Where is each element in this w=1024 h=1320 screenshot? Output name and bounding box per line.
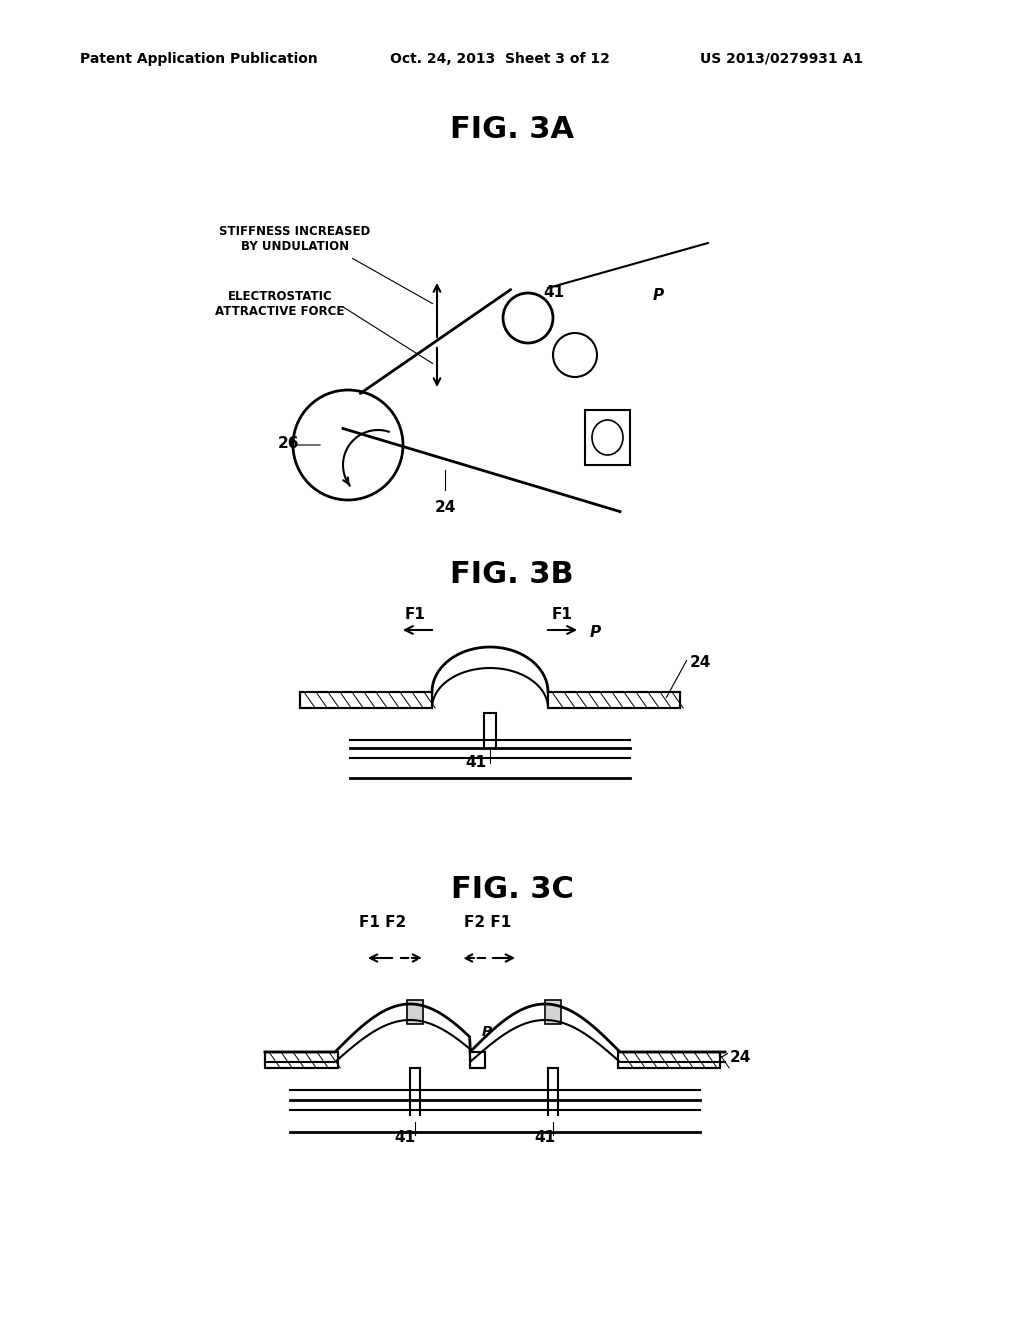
- Text: 24: 24: [690, 655, 712, 671]
- Text: F1: F1: [404, 607, 425, 622]
- Text: 41: 41: [394, 1130, 416, 1144]
- Bar: [470, 1052, 485, 1068]
- Text: P: P: [482, 1026, 493, 1039]
- Text: 24: 24: [730, 1049, 752, 1065]
- Text: ELECTROSTATIC
ATTRACTIVE FORCE: ELECTROSTATIC ATTRACTIVE FORCE: [215, 290, 345, 318]
- Text: 41: 41: [535, 1130, 556, 1144]
- Bar: [470, 1052, 485, 1068]
- Text: P: P: [653, 288, 665, 304]
- Bar: [300, 692, 432, 708]
- Bar: [300, 692, 432, 708]
- Text: F1 F2: F1 F2: [359, 915, 407, 931]
- Text: F2 F1: F2 F1: [464, 915, 512, 931]
- Text: F1: F1: [552, 607, 572, 622]
- Text: Oct. 24, 2013  Sheet 3 of 12: Oct. 24, 2013 Sheet 3 of 12: [390, 51, 610, 66]
- Bar: [548, 692, 680, 708]
- Text: 24: 24: [434, 500, 456, 515]
- Text: 41: 41: [466, 755, 486, 770]
- Bar: [265, 1052, 338, 1068]
- Text: 26: 26: [278, 436, 299, 450]
- Text: 41: 41: [543, 285, 564, 300]
- Text: FIG. 3B: FIG. 3B: [451, 560, 573, 589]
- Text: Patent Application Publication: Patent Application Publication: [80, 51, 317, 66]
- Text: STIFFNESS INCREASED
BY UNDULATION: STIFFNESS INCREASED BY UNDULATION: [219, 224, 371, 253]
- Text: FIG. 3A: FIG. 3A: [450, 115, 574, 144]
- Bar: [548, 692, 680, 708]
- Bar: [585, 411, 630, 465]
- Bar: [545, 1001, 561, 1024]
- Text: P: P: [590, 624, 601, 640]
- Bar: [618, 1052, 720, 1068]
- Text: US 2013/0279931 A1: US 2013/0279931 A1: [700, 51, 863, 66]
- Bar: [407, 1001, 423, 1024]
- Text: FIG. 3C: FIG. 3C: [451, 875, 573, 904]
- Bar: [265, 1052, 338, 1068]
- Bar: [618, 1052, 720, 1068]
